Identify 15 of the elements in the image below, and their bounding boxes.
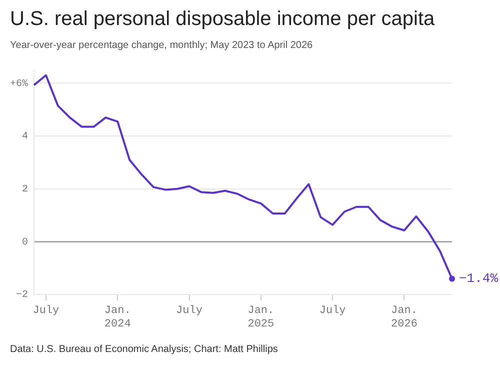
y-tick-label: 4 — [22, 132, 28, 143]
chart-subtitle: Year-over-year percentage change, monthly; May 2023 to April 2026 — [10, 40, 313, 51]
x-tick-label: July — [32, 305, 60, 318]
y-tick-label: +6% — [10, 78, 28, 90]
y-tick-label: −2 — [16, 290, 28, 302]
chart-title: U.S. real personal disposable income per capita — [10, 8, 435, 31]
y-tick-label: 2 — [22, 184, 28, 196]
y-tick-label: 0 — [22, 237, 28, 248]
x-tick-label: Jan. 2025 — [248, 305, 274, 330]
data-label: −1.4% — [459, 271, 498, 286]
text: Data: U.S. Bureau of Economic Analysis; Chart: Matt Phillips — [10, 344, 278, 355]
x-tick-label: Jan. 2024 — [104, 305, 132, 330]
x-tick-label: Jan. 2026 — [391, 305, 418, 330]
x-tick-label: July — [176, 305, 203, 318]
x-tick-label: July — [319, 305, 346, 318]
